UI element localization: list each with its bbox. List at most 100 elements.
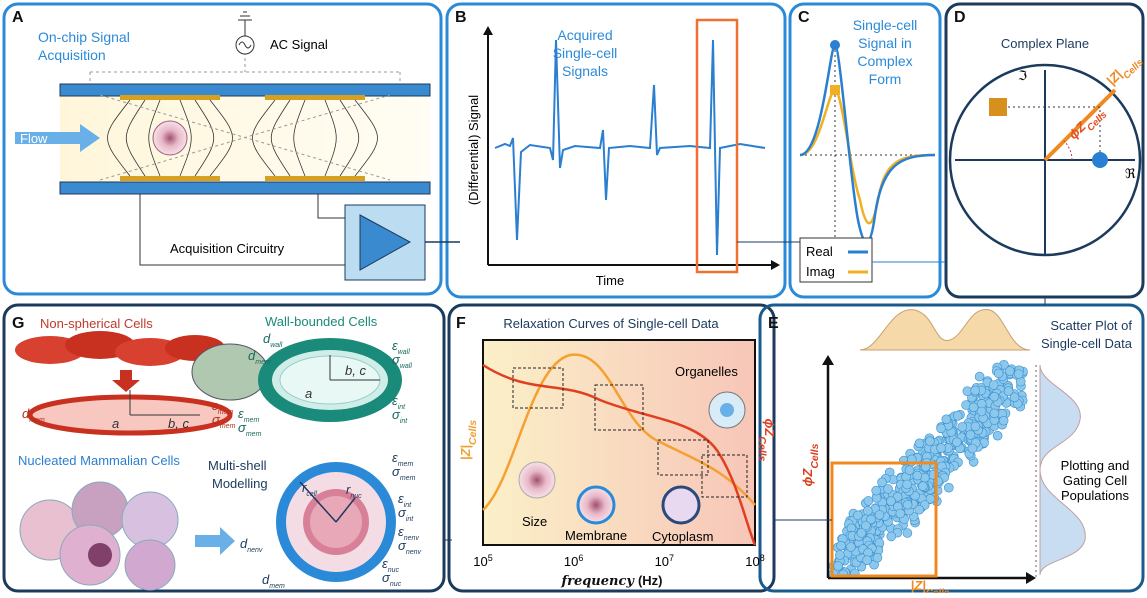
y-axis-label: (Differential) Signal (466, 95, 481, 205)
scatter-dot (968, 444, 977, 453)
region-label: Organelles (675, 364, 738, 379)
scatter-dot (958, 422, 967, 431)
symbol-subscript: nuc (390, 581, 402, 588)
scatter-dot (873, 553, 882, 562)
group-header: Nucleated Mammalian Cells (18, 453, 180, 468)
panel-letter: B (455, 9, 467, 26)
legend-label: Imag (806, 264, 835, 279)
panel-letter: F (456, 315, 466, 332)
symbol-subscript: Cells (1085, 109, 1110, 134)
note: Populations (1061, 488, 1129, 503)
panel-letter: C (798, 9, 810, 26)
scatter-dot (966, 430, 975, 439)
signal-trace (495, 40, 765, 255)
symbol-subscript: mem (29, 417, 45, 424)
panel-letter: A (12, 9, 24, 26)
scatter-dot (937, 444, 946, 453)
symbol-subscript: int (406, 516, 414, 523)
real-curve (800, 45, 935, 243)
scatter-dot (915, 439, 924, 448)
symbol-subscript: Cells (756, 436, 768, 461)
note: Gating Cell (1063, 473, 1127, 488)
scatter-dot (903, 500, 912, 509)
ac-signal-label: AC Signal (270, 37, 328, 52)
scatter-dot (834, 562, 843, 571)
circuitry-label: Acquisition Circuitry (170, 241, 285, 256)
symbol-subscript: nenv (404, 535, 420, 542)
scatter-dot (918, 482, 927, 491)
scatter-dot (835, 551, 844, 560)
x-tick-label: 107 (655, 553, 674, 569)
scatter-dot (993, 431, 1002, 440)
tick-exponent: 5 (488, 553, 493, 563)
group-header: Wall-bounded Cells (265, 314, 378, 329)
angle-arc (1064, 141, 1072, 160)
scatter-dot (846, 543, 855, 552)
symbol: dnenv (240, 536, 263, 554)
panel-title: On-chip Signal (38, 29, 130, 45)
panel-title: Single-cell (553, 45, 618, 61)
scatter-dot (925, 437, 934, 446)
scatter-dot (971, 422, 980, 431)
symbol-subscript: mem (400, 475, 416, 482)
x-tick-label: 105 (473, 553, 492, 569)
symbol-subscript: mem (255, 359, 271, 366)
center-label: Modelling (212, 476, 268, 491)
marker (830, 85, 840, 95)
marker (989, 98, 1007, 116)
panel-letter: D (954, 9, 966, 26)
symbol-subscript: mem (218, 409, 234, 416)
x-axis-label: frequency(Hz) (561, 573, 663, 589)
scatter-dot (864, 496, 873, 505)
region-label: Size (522, 514, 547, 529)
symbol: dmem (262, 572, 285, 590)
scatter-dot (1005, 367, 1014, 376)
scatter-dot (863, 556, 872, 565)
symbol-base: ϕZ (762, 419, 777, 438)
density-curve (860, 309, 1030, 350)
panel-title: Complex Plane (1001, 36, 1089, 51)
guide (800, 40, 935, 240)
tick-exponent: 6 (578, 553, 583, 563)
center-label: Multi-shell (208, 458, 267, 473)
panel-title: Relaxation Curves of Single-cell Data (503, 316, 719, 331)
symbol-subscript: nenv (406, 549, 422, 556)
scatter-dot (905, 466, 914, 475)
tick-exponent: 8 (760, 553, 765, 563)
symbol-base: |Z| (458, 445, 473, 460)
region-label: Cytoplasm (652, 529, 713, 544)
tick-base: 10 (745, 554, 759, 569)
x-axis-var: frequency (561, 574, 636, 589)
symbol-base: |Z| (1104, 67, 1125, 88)
scatter-dot (837, 541, 846, 550)
symbol-base: a (305, 386, 312, 401)
symbol: a (112, 416, 119, 431)
panel-title: Acquired (557, 27, 612, 43)
symbol-subscript: Cells (467, 420, 479, 445)
group-header: Non-spherical Cells (40, 316, 153, 331)
scatter-dot (942, 415, 951, 424)
scatter-dot (990, 392, 999, 401)
x-axis-unit: (Hz) (638, 573, 663, 588)
legend-label: Real (806, 244, 833, 259)
symbol-subscript: Cells (809, 443, 821, 468)
symbol-subscript: mem (244, 417, 260, 424)
scatter-cloud (829, 360, 1028, 579)
x-axis-label: Time (596, 273, 624, 288)
x-tick-label: 108 (745, 553, 764, 569)
symbol: a (305, 386, 312, 401)
tick-base: 10 (564, 554, 578, 569)
scatter-dot (875, 510, 884, 519)
scatter-dot (857, 529, 866, 538)
scatter-dot (969, 403, 978, 412)
panel-title: Signal in (858, 35, 912, 51)
scatter-dot (975, 372, 984, 381)
magnitude-label: |Z|Cells (1104, 50, 1146, 92)
scatter-dot (999, 416, 1008, 425)
symbol-subscript: mem (246, 431, 262, 438)
tick-base: 10 (473, 554, 487, 569)
symbol-base: |Z| (911, 578, 926, 593)
symbol-subscript: mem (398, 461, 414, 468)
symbol-base: b, c (345, 363, 366, 378)
y-axis-label: ϕZCells (800, 443, 821, 486)
